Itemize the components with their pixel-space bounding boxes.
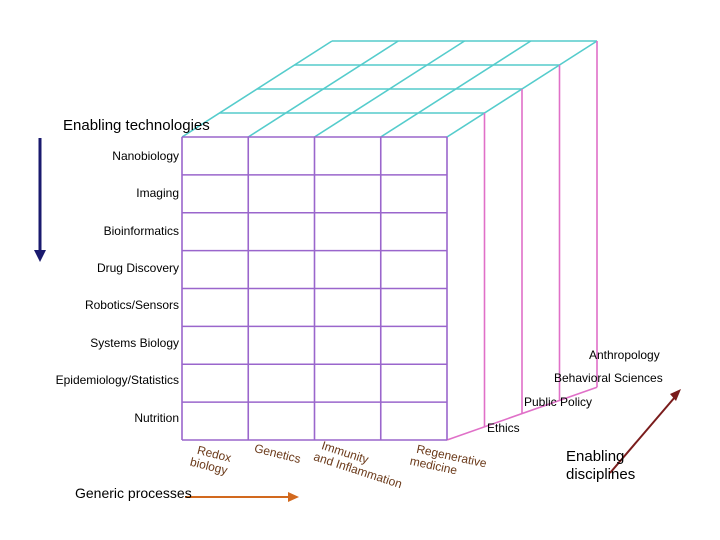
tech-label-nanobiology: Nanobiology bbox=[112, 149, 179, 163]
tech-label-systems-biology: Systems Biology bbox=[90, 336, 179, 350]
discipline-label-anthropology: Anthropology bbox=[589, 348, 660, 362]
tech-label-drug-discovery: Drug Discovery bbox=[96, 261, 179, 275]
enabling-disciplines-title: Enabling disciplines bbox=[566, 448, 635, 484]
tech-label-epidemiology-statistics: Epidemiology/Statistics bbox=[55, 373, 179, 387]
discipline-label-public-policy: Public Policy bbox=[524, 395, 593, 409]
technologies-arrow bbox=[34, 138, 46, 262]
discipline-label-ethics: Ethics bbox=[487, 421, 520, 435]
tech-label-nutrition: Nutrition bbox=[134, 411, 179, 425]
generic-processes-title: Generic processes bbox=[75, 485, 192, 501]
tech-label-robotics-sensors: Robotics/Sensors bbox=[84, 298, 179, 312]
enabling-disciplines-line1: Enabling bbox=[566, 448, 625, 465]
enabling-technologies-title: Enabling technologies bbox=[63, 117, 210, 134]
processes-arrow bbox=[185, 492, 299, 502]
disciplines-arrow bbox=[609, 389, 681, 474]
tech-label-bioinformatics: Bioinformatics bbox=[103, 224, 179, 238]
discipline-label-behavioral-sciences: Behavioral Sciences bbox=[554, 371, 663, 385]
side-face-bottom-edge bbox=[446, 386, 598, 441]
enabling-disciplines-line2: disciplines bbox=[566, 466, 636, 483]
tech-label-imaging: Imaging bbox=[136, 186, 179, 200]
